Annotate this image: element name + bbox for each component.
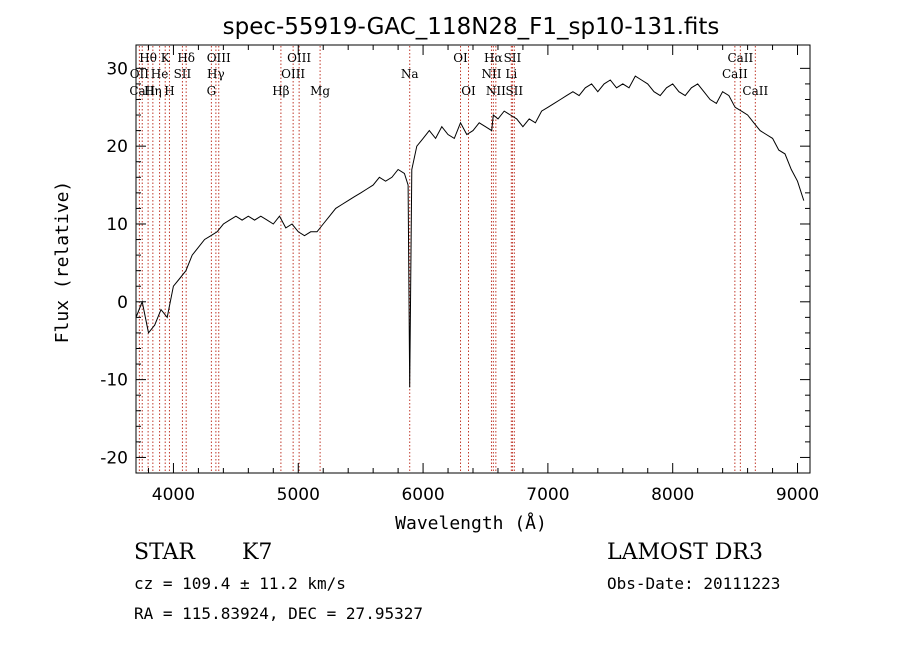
spectral-line-label: NII (486, 84, 506, 98)
spectral-line-label: CaII (722, 67, 748, 81)
spectral-line-label: Hα (484, 51, 503, 65)
x-tick-label: 8000 (651, 485, 694, 505)
spectral-line-label: SII (504, 51, 522, 65)
spectral-line-label: CaII (727, 51, 753, 65)
axis-ticks: 4000 5000 6000 7000 8000 9000 -20 -10 0 10 20 30 (100, 45, 819, 505)
object-class: STAR (134, 540, 196, 565)
spectral-line-label: K (161, 51, 171, 65)
x-tick-label: 5000 (277, 485, 320, 505)
spectral-line-label: Mg (310, 84, 330, 98)
x-axis-label: Wavelength (Å) (395, 512, 547, 534)
spectral-line-label: NII (481, 67, 501, 81)
spectral-line-label: Hγ (207, 67, 225, 81)
spectral-line-label: Li (505, 67, 517, 81)
redshift-cz: cz = 109.4 ± 11.2 km/s (134, 574, 346, 593)
spectral-line-label: Hδ (177, 51, 195, 65)
spectral-line-label: Na (401, 67, 419, 81)
spectral-line-label: OIII (207, 51, 231, 65)
y-tick-label: 10 (106, 215, 128, 235)
y-axis-label: Flux (relative) (52, 181, 73, 344)
spectral-line-label: OI (461, 84, 476, 98)
coordinates: RA = 115.83924, DEC = 27.95327 (134, 604, 423, 623)
chart-title: spec-55919-GAC_118N28_F1_sp10-131.fits (223, 14, 720, 40)
survey-name: LAMOST DR3 (607, 540, 763, 565)
info-panel: STAR K7 LAMOST DR3 cz = 109.4 ± 11.2 km/… (134, 540, 780, 623)
y-tick-label: 30 (106, 59, 128, 79)
spectral-line-label: SII (505, 84, 523, 98)
spectral-line-label: OIII (281, 67, 305, 81)
spectral-line-label: Hη (144, 84, 162, 98)
spectral-line-label: He (151, 67, 169, 81)
plot-area: 4000 5000 6000 7000 8000 9000 -20 -10 0 10 20 30 Hθ… (100, 44, 819, 505)
spectral-line-label: Hθ (139, 51, 157, 65)
y-tick-label: -10 (100, 371, 128, 391)
observation-date: Obs-Date: 20111223 (607, 574, 780, 593)
spectral-line-label: G (207, 84, 217, 98)
spectral-line-markers (138, 46, 756, 472)
spectral-line-label: OI (453, 51, 468, 65)
spectral-line-label: SII (174, 67, 192, 81)
spectral-line-label: H (164, 84, 174, 98)
object-subclass: K7 (242, 540, 272, 565)
x-tick-label: 9000 (776, 485, 819, 505)
x-tick-label: 7000 (526, 485, 569, 505)
spectral-line-labels: Hθ OII CaII K He Hη H Hδ SII OIII Hγ G Hβ OIII OIII Mg N… (129, 51, 768, 98)
spectral-line-label: OIII (287, 51, 311, 65)
x-tick-label: 4000 (152, 485, 195, 505)
spectral-line-label: CaII (742, 84, 768, 98)
axes-frame (135, 44, 811, 474)
spectral-line-label: OII (130, 67, 150, 81)
spectral-line-label: CaII (129, 84, 155, 98)
y-tick-label: 20 (106, 137, 128, 157)
y-tick-label: -20 (100, 448, 128, 468)
y-tick-label: 0 (117, 293, 128, 313)
x-tick-label: 6000 (401, 485, 444, 505)
spectrum-line (135, 75, 805, 388)
spectral-line-label: Hβ (272, 84, 289, 98)
